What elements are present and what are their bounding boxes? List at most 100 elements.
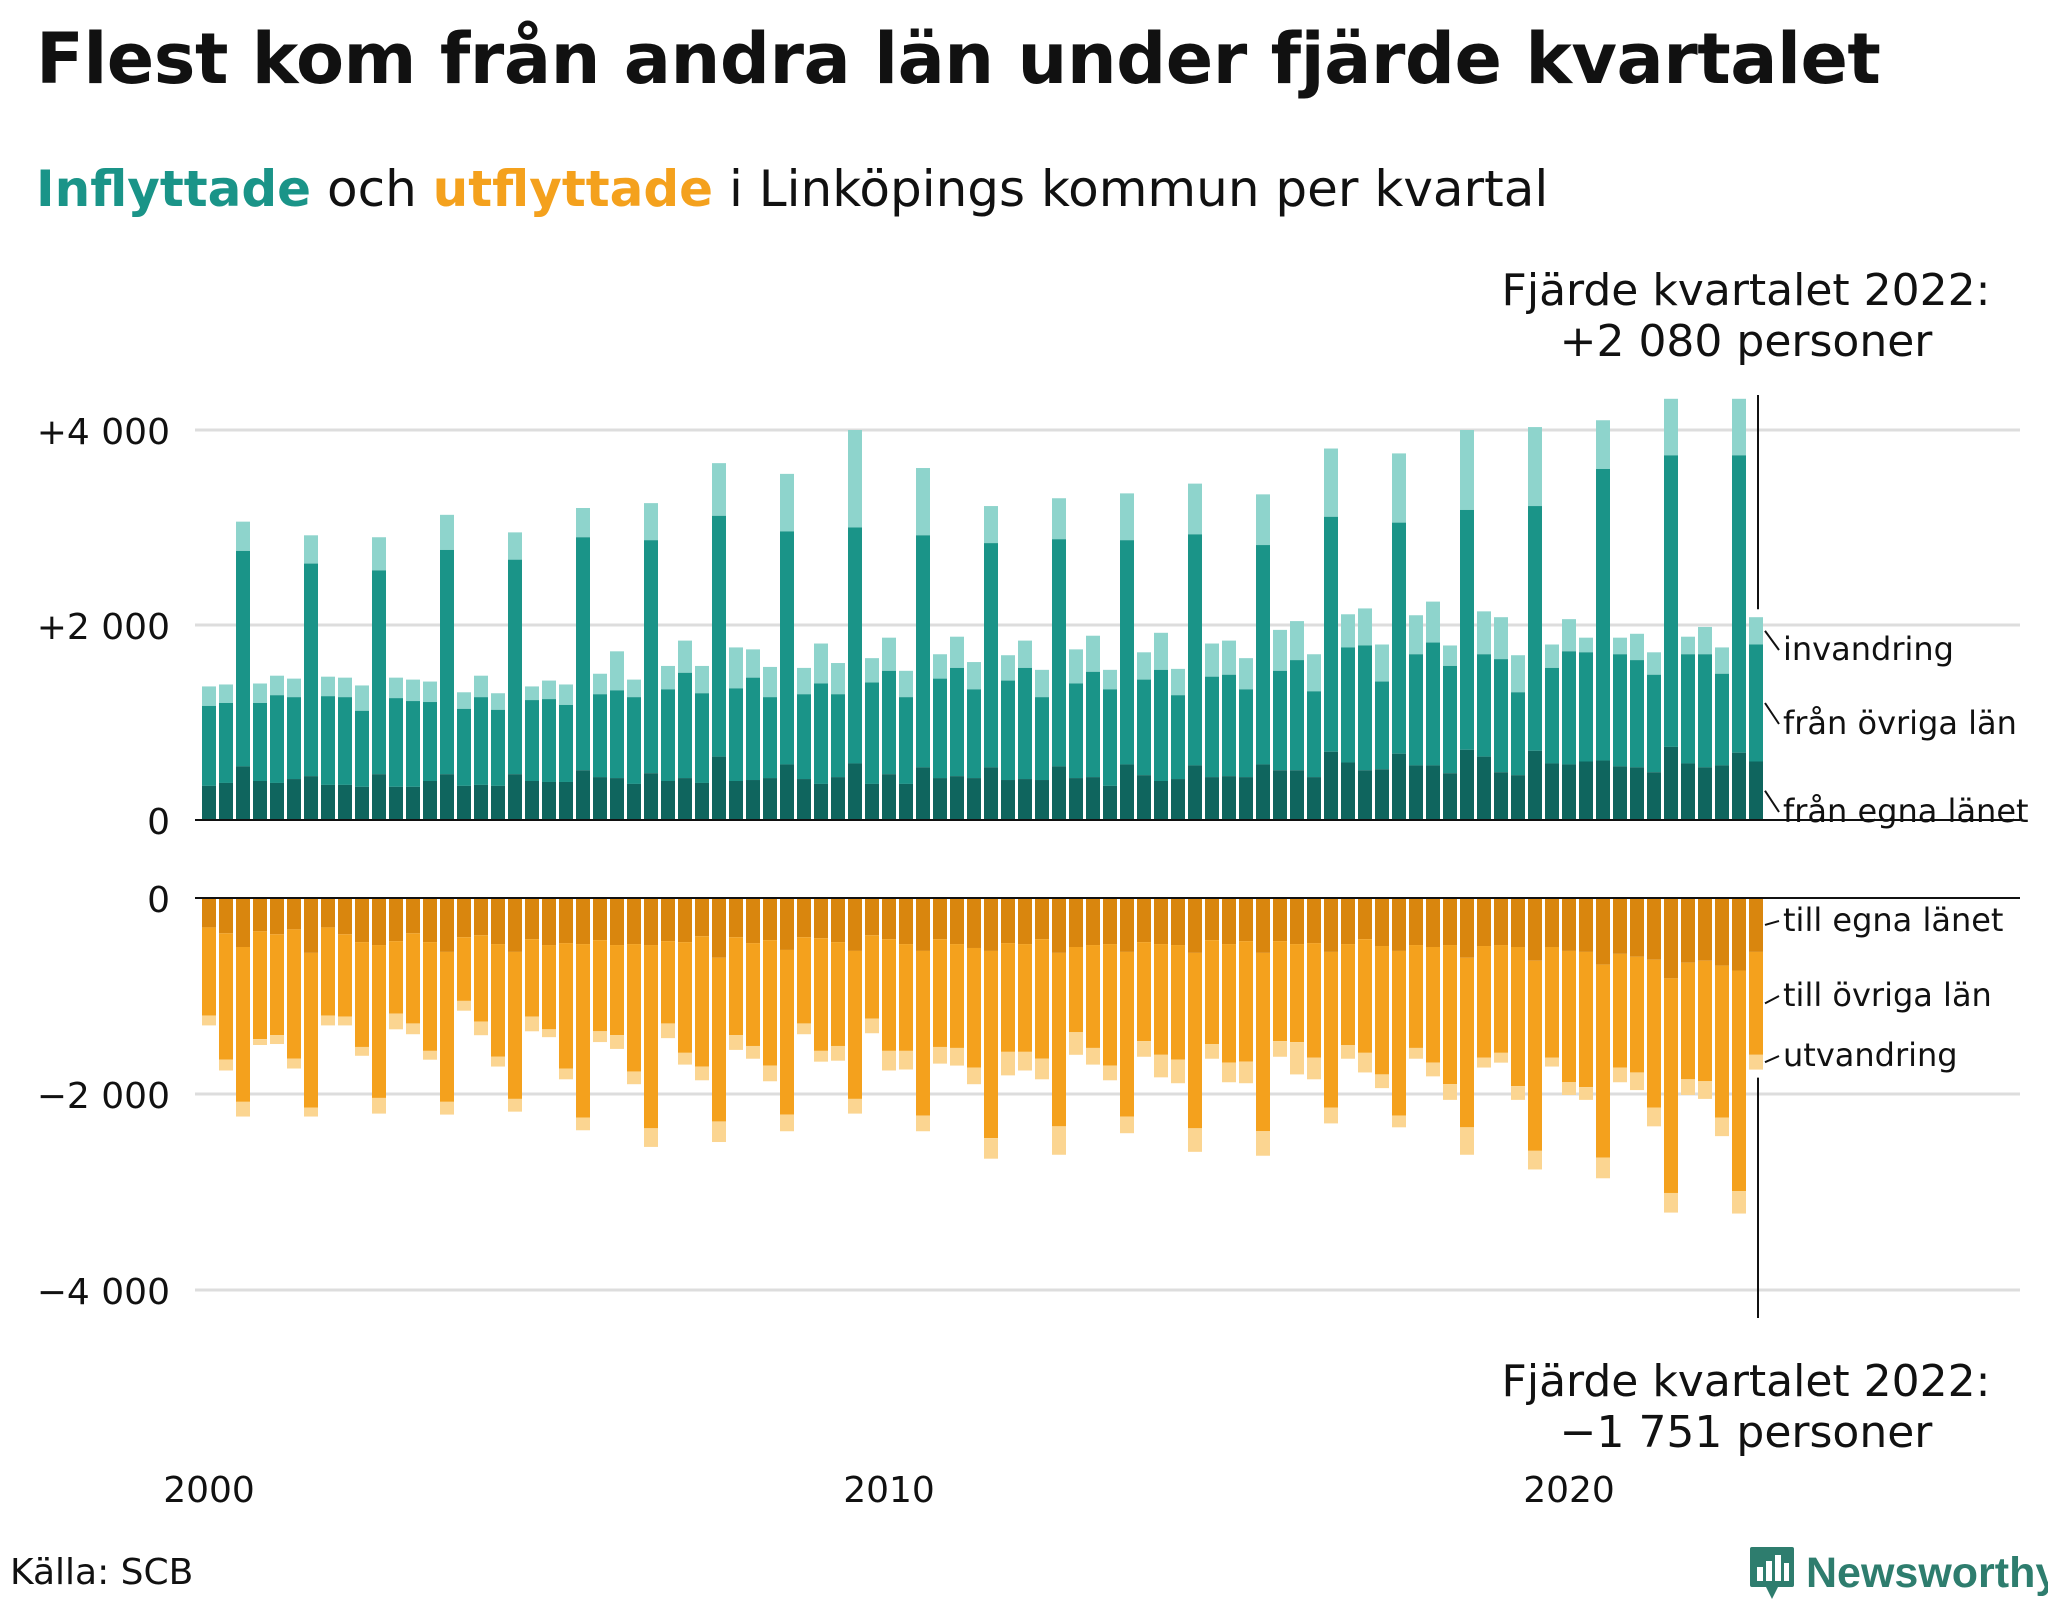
bar-in-egna-lanet <box>1273 770 1287 820</box>
y-tick-label-in: +4 000 <box>37 412 170 453</box>
bar-out-ovriga-lan <box>1205 940 1219 1045</box>
bar-out-utvandring <box>1120 1116 1134 1134</box>
bar-out-ovriga-lan <box>423 942 437 1051</box>
bar-in-invandring <box>1732 398 1746 456</box>
bar-out-utvandring <box>1664 1192 1678 1213</box>
bar-out-egna-lanet <box>1596 898 1610 965</box>
bar-in-egna-lanet <box>1511 775 1525 820</box>
bar-in-egna-lanet <box>202 785 216 820</box>
bar-out-ovriga-lan <box>916 950 930 1116</box>
bar-in-egna-lanet <box>1494 772 1508 820</box>
bar-in-ovriga-lan <box>763 697 777 779</box>
bar-in-invandring <box>559 684 573 705</box>
bar-out-utvandring <box>1545 1057 1559 1067</box>
bar-in-egna-lanet <box>780 764 794 820</box>
bar-out-ovriga-lan <box>814 938 828 1051</box>
bar-out-ovriga-lan <box>1273 941 1287 1042</box>
bar-out-utvandring <box>627 1071 641 1085</box>
bar-out-ovriga-lan <box>372 945 386 1098</box>
bar-in-egna-lanet <box>1460 749 1474 820</box>
bar-in-egna-lanet <box>967 778 981 820</box>
bar-in-invandring <box>1341 614 1355 648</box>
bar-out-egna-lanet <box>1562 898 1576 951</box>
bar-in-ovriga-lan <box>678 672 692 779</box>
bar-in-ovriga-lan <box>1749 644 1763 762</box>
bar-out-egna-lanet <box>1647 898 1661 960</box>
bar-in-ovriga-lan <box>1647 674 1661 773</box>
y-tick-label-in: +2 000 <box>37 607 170 648</box>
bar-in-ovriga-lan <box>831 694 845 778</box>
bar-in-egna-lanet <box>1613 766 1627 820</box>
bar-in-egna-lanet <box>1307 777 1321 820</box>
bar-out-egna-lanet <box>1511 898 1525 947</box>
bar-out-utvandring <box>1239 1061 1253 1084</box>
bar-out-utvandring <box>491 1056 505 1067</box>
bar-out-egna-lanet <box>1205 898 1219 941</box>
bar-in-ovriga-lan <box>1545 667 1559 764</box>
bar-out-utvandring <box>1630 1072 1644 1091</box>
bar-in-invandring <box>1409 615 1423 655</box>
bar-in-invandring <box>1035 669 1049 698</box>
bar-in-ovriga-lan <box>304 563 318 777</box>
bar-in-invandring <box>763 666 777 698</box>
bar-in-ovriga-lan <box>899 697 913 784</box>
bar-out-utvandring <box>1290 1042 1304 1075</box>
bar-out-utvandring <box>644 1128 658 1147</box>
bar-out-egna-lanet <box>1528 898 1542 961</box>
bar-out-utvandring <box>865 1018 879 1034</box>
bar-in-invandring <box>678 640 692 673</box>
bar-in-egna-lanet <box>219 782 233 820</box>
bar-out-ovriga-lan <box>797 937 811 1024</box>
bar-in-egna-lanet <box>423 781 437 820</box>
bar-out-ovriga-lan <box>1681 962 1695 1080</box>
axes <box>195 819 2020 899</box>
bar-out-egna-lanet <box>1732 898 1746 971</box>
bar-out-egna-lanet <box>1171 898 1185 946</box>
bar-out-egna-lanet <box>542 898 556 946</box>
bar-out-ovriga-lan <box>899 944 913 1051</box>
bar-in-ovriga-lan <box>525 700 539 781</box>
bar-out-egna-lanet <box>1664 898 1678 979</box>
bar-out-utvandring <box>1358 1052 1372 1073</box>
bar-out-egna-lanet <box>1477 898 1491 947</box>
grid-lines <box>195 428 2020 1292</box>
bar-in-ovriga-lan <box>202 705 216 786</box>
bar-in-invandring <box>1103 669 1117 690</box>
bar-out-ovriga-lan <box>950 944 964 1048</box>
bar-in-ovriga-lan <box>610 690 624 779</box>
bar-in-invandring <box>610 651 624 691</box>
bar-out-egna-lanet <box>1545 898 1559 947</box>
subtitle-inflyttade: Inflyttade <box>36 160 312 218</box>
bar-in-invandring <box>1579 637 1593 653</box>
bar-in-egna-lanet <box>1392 753 1406 820</box>
bar-out-egna-lanet <box>1154 898 1168 945</box>
bar-in-ovriga-lan <box>695 693 709 783</box>
bar-out-egna-lanet <box>1069 898 1083 947</box>
bar-out-utvandring <box>1681 1079 1695 1095</box>
bar-in-invandring <box>916 468 930 536</box>
bar-out-egna-lanet <box>1358 898 1372 940</box>
bar-out-ovriga-lan <box>1171 945 1185 1060</box>
bar-out-utvandring <box>1018 1051 1032 1071</box>
bar-in-invandring <box>576 508 590 538</box>
bar-in-egna-lanet <box>1052 766 1066 820</box>
bar-in-egna-lanet <box>1120 764 1134 820</box>
bar-out-utvandring <box>899 1050 913 1070</box>
bar-out-ovriga-lan <box>1324 951 1338 1108</box>
bar-out-utvandring <box>1409 1047 1423 1059</box>
brand-logo[interactable]: Newsworthy <box>1748 1542 2048 1604</box>
bar-in-invandring <box>372 537 386 571</box>
bar-out-ovriga-lan <box>1239 941 1253 1062</box>
bar-out-utvandring <box>1154 1054 1168 1078</box>
bar-in-ovriga-lan <box>967 689 981 779</box>
bar-in-egna-lanet <box>763 778 777 820</box>
bar-in-invandring <box>1494 617 1508 660</box>
bar-in-egna-lanet <box>644 773 658 820</box>
bar-in-ovriga-lan <box>1035 697 1049 781</box>
bar-out-egna-lanet <box>746 898 760 944</box>
bar-in-invandring <box>1239 658 1253 690</box>
bar-in-egna-lanet <box>1341 762 1355 820</box>
bar-in-ovriga-lan <box>440 549 454 775</box>
bar-in-egna-lanet <box>372 774 386 820</box>
subtitle-utflyttade: utflyttade <box>432 160 714 218</box>
